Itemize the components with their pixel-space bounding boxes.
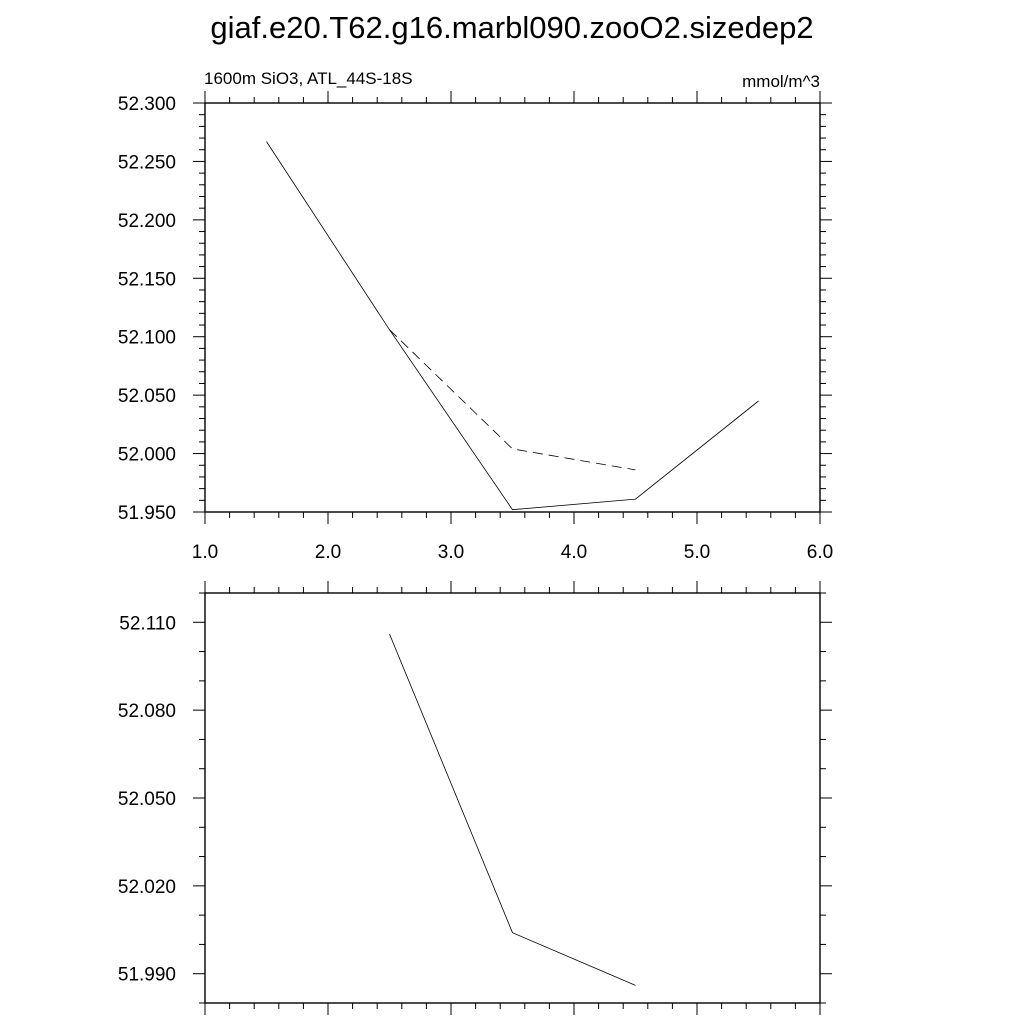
y-tick-label: 52.250 — [118, 152, 176, 173]
top-panel: 1600m SiO3, ATL_44S-18S mmol/m^3 1.0 2.0 3… — [118, 69, 833, 563]
top-panel-ticks: 1.0 2.0 3.0 4.0 5.0 6.0 51.950 52.000 52.050 52.1… — [118, 91, 833, 563]
top-panel-frame — [204, 102, 821, 513]
top-panel-series — [266, 141, 759, 511]
y-tick-label: 52.110 — [119, 613, 176, 634]
bottom-panel: 51.990 52.020 52.050 52.080 52.110 — [118, 581, 832, 1015]
bottom-panel-series — [389, 633, 636, 986]
bottom-panel-frame — [204, 592, 821, 1004]
x-tick-label: 6.0 — [807, 542, 833, 563]
top-panel-left-label: 1600m SiO3, ATL_44S-18S — [204, 69, 413, 88]
x-tick-label: 4.0 — [561, 542, 587, 563]
y-tick-label: 51.950 — [118, 503, 176, 524]
y-tick-label: 52.200 — [118, 211, 176, 232]
top-panel-solid-line — [266, 141, 759, 511]
y-tick-label: 52.020 — [118, 877, 176, 898]
x-tick-label: 1.0 — [192, 542, 218, 563]
y-tick-label: 52.050 — [118, 789, 176, 810]
y-tick-label: 51.990 — [118, 965, 176, 986]
figure-title: giaf.e20.T62.g16.marbl090.zooO2.sizedep2 — [210, 10, 813, 45]
y-tick-label: 52.300 — [118, 94, 176, 115]
bottom-panel-ticks: 51.990 52.020 52.050 52.080 52.110 — [118, 581, 832, 1015]
bottom-panel-solid-line — [389, 633, 636, 986]
top-panel-units-label: mmol/m^3 — [742, 72, 820, 91]
top-panel-dashed-line — [389, 329, 636, 471]
x-tick-label: 5.0 — [684, 542, 710, 563]
y-tick-label: 52.100 — [118, 328, 176, 349]
y-tick-label: 52.150 — [118, 269, 176, 290]
x-tick-label: 2.0 — [315, 542, 341, 563]
y-tick-label: 52.080 — [118, 701, 176, 722]
y-tick-label: 52.050 — [118, 386, 176, 407]
y-tick-label: 52.000 — [118, 445, 176, 466]
x-tick-label: 3.0 — [438, 542, 464, 563]
